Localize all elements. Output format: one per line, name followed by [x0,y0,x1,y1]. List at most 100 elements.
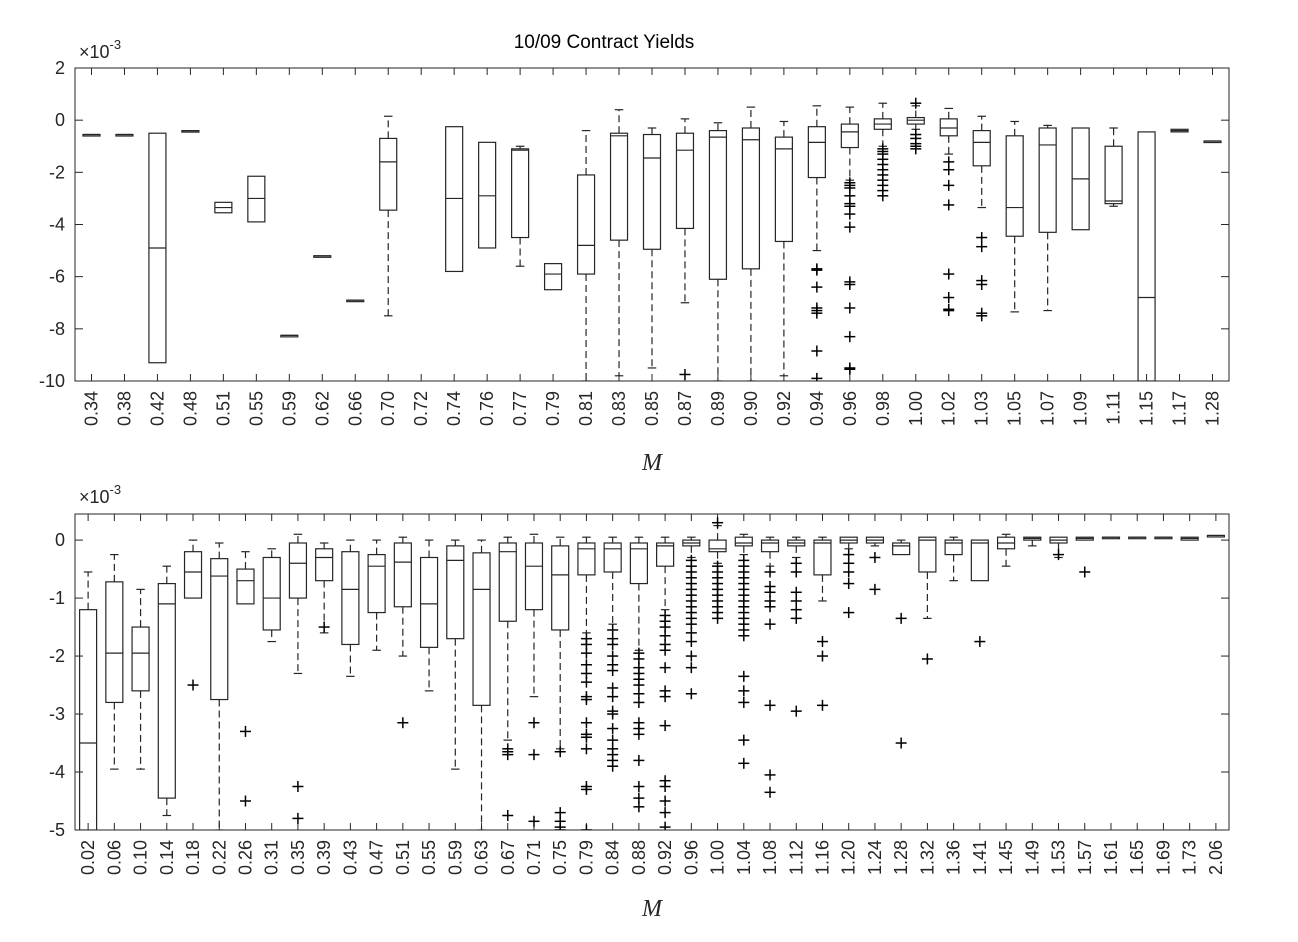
box-1.16 [813,536,832,711]
outlier-marker [554,746,566,758]
outlier-marker [528,749,540,761]
box-1.02 [939,107,958,317]
outlier-marker [528,815,540,827]
box-rect [524,542,544,611]
box-rect [576,174,596,275]
outlier-marker [580,647,592,659]
x-tick-label: 0.62 [312,391,332,426]
x-tick-label: 1.73 [1180,840,1200,875]
outlier-marker [738,734,750,746]
box-rect [543,263,563,291]
x-tick-label: 1.05 [1005,391,1025,426]
outlier-marker [738,670,750,682]
outlier-marker [764,566,776,578]
box-rect [734,536,753,547]
x-tick-label: 0.51 [213,391,233,426]
outlier-marker [554,824,566,830]
x-tick-label: 1.36 [944,840,964,875]
x-axis-label: M [641,450,664,476]
box-0.51 [393,536,412,729]
box-rect [642,133,662,250]
box-rect [446,545,465,640]
outlier-marker [943,164,955,176]
box-rect [419,556,439,648]
box-rect [478,141,497,249]
outlier-marker [764,769,776,781]
box-rect [315,548,334,582]
box-0.96 [840,106,859,375]
x-tick-label: 0.79 [576,840,596,875]
outlier-marker [844,221,856,233]
outlier-marker [607,708,619,720]
x-tick-label: 1.32 [917,840,937,875]
outlier-marker [844,302,856,314]
box-rect [708,539,727,553]
x-tick-label: 1.09 [1071,391,1091,426]
outlier-marker [764,699,776,711]
box-0.59 [280,334,299,338]
outlier-marker [397,717,409,729]
box-0.35 [288,533,308,824]
box-0.48 [181,130,200,133]
outlier-marker [607,723,619,735]
box-0.88 [629,536,648,813]
x-tick-label: 0.02 [78,840,98,875]
box-1.17 [1170,128,1189,133]
x-tick-label: 1.28 [891,840,911,875]
x-tick-label: 0.26 [235,840,255,875]
box-0.96 [682,536,701,700]
outlier-marker [659,662,671,674]
box-rect [807,126,826,179]
box-rect [445,126,464,273]
y-tick-label: -4 [49,215,65,235]
box-1.00 [906,97,925,155]
x-tick-label: 1.12 [786,840,806,875]
x-tick-label: 0.90 [741,391,761,426]
box-rect [741,127,761,270]
outlier-marker [910,143,922,155]
box-1.05 [1005,120,1024,313]
x-tick-label: 0.18 [183,840,203,875]
box-rect [262,556,281,631]
box-0.79 [577,536,596,830]
outlier-marker [659,644,671,656]
box-0.84 [603,536,622,772]
x-tick-label: 0.43 [340,840,360,875]
box-rect [79,609,98,830]
outlier-marker [790,705,802,717]
x-tick-label: 0.84 [603,840,623,875]
box-rect [511,148,530,239]
box-rect [236,568,255,605]
outlier-marker [685,688,697,700]
box-rect [656,542,675,567]
box-0.75 [551,536,570,830]
outlier-marker [292,781,304,793]
x-tick-label: 0.92 [774,391,794,426]
box-0.89 [708,122,728,381]
y-tick-label: -2 [49,162,65,182]
box-1.07 [1038,124,1057,312]
box-0.39 [315,542,334,634]
x-tick-label: 1.02 [939,391,959,426]
outlier-marker [843,566,855,578]
box-rect [288,542,308,599]
boxes-group [79,517,1225,830]
x-tick-label: 0.71 [524,840,544,875]
box-0.34 [82,133,101,137]
outlier-marker [976,310,988,322]
box-rect [183,551,203,599]
box-rect [939,118,958,137]
outlier-marker [921,653,933,665]
box-rect [813,539,832,576]
box-1.20 [839,536,858,619]
outlier-marker [811,372,823,381]
box-1.49 [1023,536,1042,547]
box-rect [105,581,124,704]
x-tick-label: 1.16 [812,840,832,875]
x-tick-label: 0.39 [314,840,334,875]
y-tick-label: -5 [49,820,65,840]
chart-title: 10/09 Contract Yields [514,32,695,53]
y-exponent-label: ×10-3 [79,37,121,62]
outlier-marker [816,699,828,711]
boxes-group [82,97,1222,381]
